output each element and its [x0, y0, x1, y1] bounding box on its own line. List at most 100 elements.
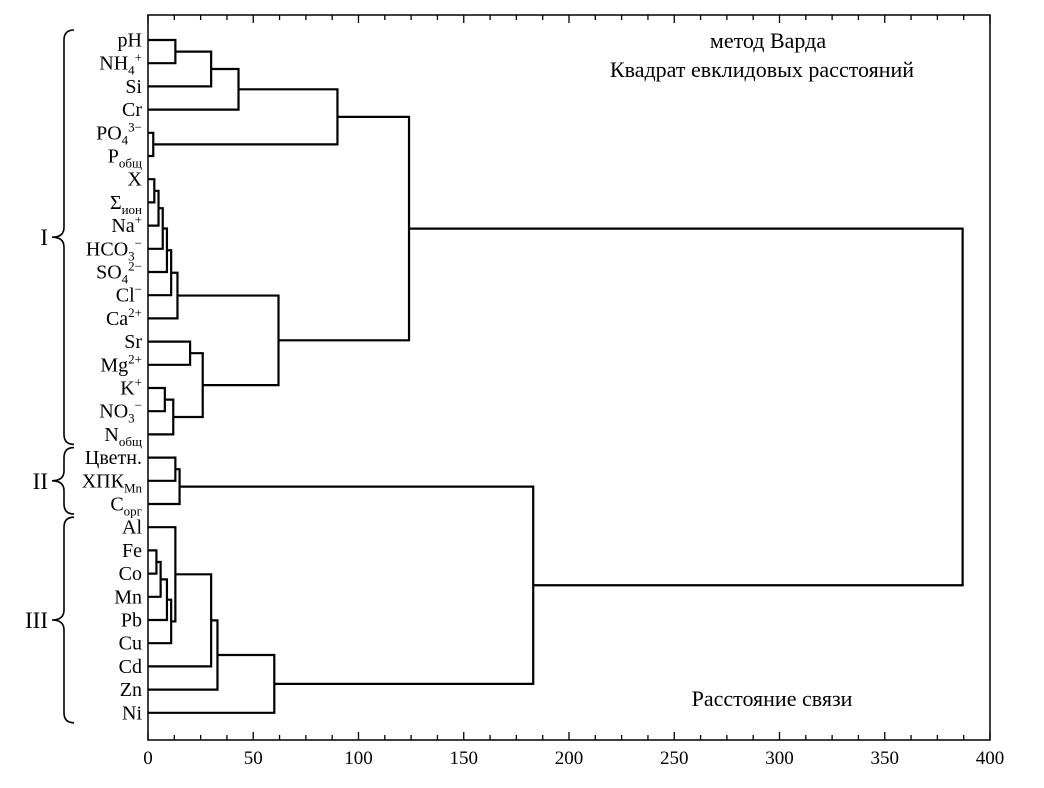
leaf-label: SO42− [96, 259, 142, 287]
leaf-label: Mn [114, 586, 142, 608]
leaf-label: pH [118, 30, 142, 52]
leaf-label-segment: P [108, 146, 119, 168]
leaf-label-segment: K [120, 378, 135, 400]
dendrogram-link [278, 115, 411, 342]
leaf-label-segment: общ [119, 434, 142, 449]
x-axis-label: Расстояние связи [692, 686, 853, 711]
leaf-label-segment: X [128, 169, 143, 191]
group-brace-III [51, 516, 75, 724]
leaf-label-segment: 2− [128, 259, 142, 274]
leaf-label: Zn [120, 679, 142, 701]
x-tick-label: 200 [555, 748, 584, 769]
leaf-label: Al [122, 517, 142, 539]
leaf-label: Ni [122, 702, 142, 724]
leaf-label-segment: Mn [114, 586, 142, 608]
chart-render-layer: 0 50 100 150 200 250 300 350 400pHNH4+SiCrPO43−P… [25, 14, 1005, 769]
leaf-label-segment: NO [99, 401, 128, 423]
leaf-label: Cl− [116, 282, 142, 307]
group-label-I: I [40, 225, 48, 250]
dendrogram-link [148, 227, 169, 274]
leaf-label: NH4+ [99, 50, 142, 78]
chart-title-method: метод Варда [710, 28, 826, 53]
leaf-label-segment: − [135, 282, 142, 297]
group-label-III: III [25, 608, 48, 633]
x-tick-label: 0 [143, 748, 153, 769]
leaf-label-segment: ион [122, 202, 142, 217]
x-tick-label: 50 [244, 748, 263, 769]
leaf-label: NO3− [99, 398, 142, 426]
leaf-label: Cd [119, 656, 142, 678]
leaf-label-segment: ХПК [82, 470, 125, 492]
dendrogram-link [148, 386, 166, 413]
leaf-label-segment: + [135, 375, 142, 390]
leaf-label: Nобщ [104, 424, 142, 449]
leaf-label-segment: 3 [128, 248, 135, 263]
leaf-label: PO43− [96, 119, 142, 147]
dendrogram-link [148, 549, 158, 575]
leaf-label-segment: С [110, 494, 123, 516]
leaf-label-segment: + [135, 50, 142, 65]
leaf-label-segment: Σ [110, 192, 122, 214]
leaf-label-segment: Ni [122, 702, 142, 724]
leaf-label-segment: Cu [119, 633, 142, 655]
leaf-label-segment: 2+ [128, 305, 142, 320]
dendrogram-link [153, 88, 339, 146]
leaf-label-segment: N [104, 424, 118, 446]
dendrogram-link [148, 456, 177, 482]
leaf-label-segment: 4 [122, 132, 129, 147]
leaf-label-segment: HCO [86, 238, 128, 260]
leaf-label-segment: Mg [100, 354, 128, 376]
x-tick-label: 150 [450, 748, 479, 769]
leaf-label-segment: Ca [106, 308, 128, 330]
dendrogram-link [148, 38, 177, 65]
dendrogram-link [148, 50, 213, 88]
leaf-label: HCO3− [86, 235, 142, 263]
leaf-label-segment: Zn [120, 679, 142, 701]
dendrogram-link [148, 560, 162, 598]
leaf-label-segment: + [135, 212, 142, 227]
dendrogram-link [148, 340, 192, 366]
leaf-label: Сорг [110, 494, 142, 519]
dendrogram-link [148, 207, 164, 250]
leaf-label-segment: Sr [124, 331, 142, 353]
group-brace-I [51, 29, 75, 446]
leaf-label-segment: pH [118, 30, 142, 52]
leaf-label: Pобщ [108, 146, 142, 171]
dendrogram-link [173, 352, 204, 419]
leaf-label: K+ [120, 375, 142, 400]
leaf-label-segment: PO [96, 122, 122, 144]
dendrogram-link [148, 178, 156, 204]
leaf-label-segment: − [135, 235, 142, 250]
leaf-label: Na+ [111, 212, 142, 237]
dendrogram-link [148, 578, 169, 622]
chart-title-distance-metric: Квадрат евклидовых расстояний [610, 57, 914, 82]
leaf-label-segment: SO [96, 262, 122, 284]
x-tick-label: 350 [871, 748, 900, 769]
leaf-label-segment: общ [119, 156, 142, 171]
leaf-label-segment: Al [122, 517, 142, 539]
dendrogram-link [148, 67, 240, 111]
leaf-label-segment: NH [99, 53, 128, 75]
leaf-label: Co [119, 563, 142, 585]
leaf-label-segment: 4 [122, 272, 129, 287]
leaf-label-segment: 2+ [128, 351, 142, 366]
x-tick-label: 100 [344, 748, 373, 769]
leaf-label-segment: Na [111, 215, 134, 237]
leaf-label-segment: Mn [124, 480, 143, 495]
group-brace-II [51, 446, 75, 515]
dendrogram-link [148, 619, 219, 691]
leaf-label-segment: Fe [122, 540, 142, 562]
dendrogram-link [409, 227, 964, 587]
plot-frame [147, 14, 991, 741]
leaf-label: Cr [122, 99, 142, 121]
x-tick-label: 400 [976, 748, 1005, 769]
leaf-label-segment: орг [124, 504, 142, 519]
leaf-label-segment: Co [119, 563, 142, 585]
leaf-label: X [128, 169, 143, 191]
leaf-label: ХПКMn [82, 470, 143, 495]
leaf-label-segment: Cr [122, 99, 142, 121]
leaf-label: Fe [122, 540, 142, 562]
leaf-label: Sr [124, 331, 142, 353]
leaf-label: Σион [110, 192, 142, 217]
